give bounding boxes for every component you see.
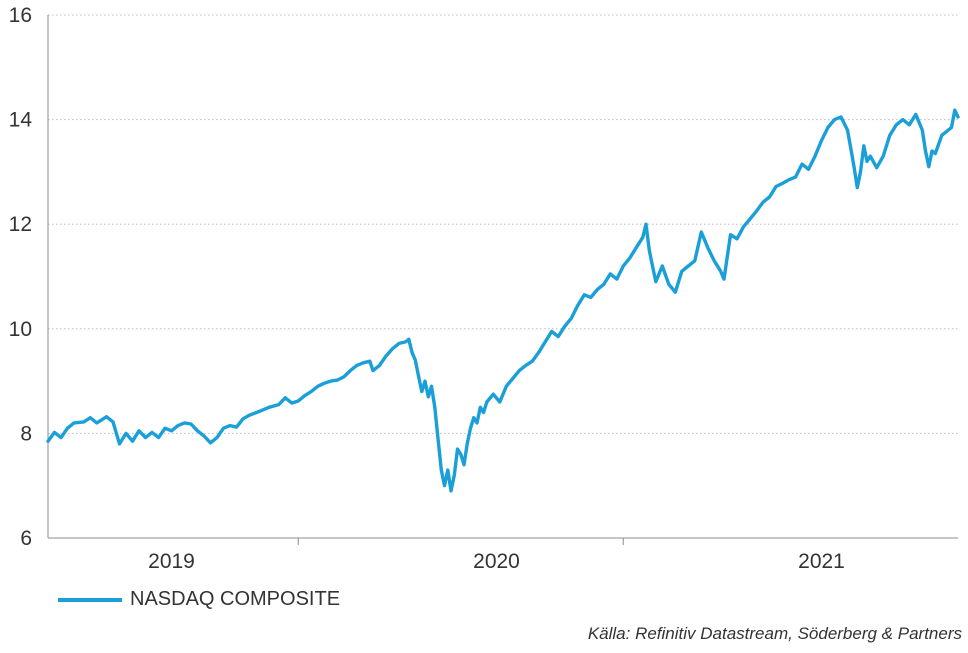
x-tick-label: 2019 [148,550,195,573]
series-line-nasdaq-composite [46,108,960,493]
x-tick-labels: 2019 2020 2021 [148,550,845,573]
legend-swatch [58,597,122,602]
series-group [46,108,960,493]
y-tick-labels: 6 8 10 12 14 16 [9,4,33,550]
legend-label: NASDAQ COMPOSITE [130,588,341,610]
x-tick-label: 2021 [798,550,845,573]
y-tick-label: 8 [20,422,32,445]
source-note: Källa: Refinitiv Datastream, Söderberg &… [587,624,962,643]
legend: NASDAQ COMPOSITE [58,588,340,611]
y-tick-label: 16 [9,4,32,27]
axes [47,15,958,545]
y-tick-label: 14 [9,109,33,132]
x-tick-label: 2020 [473,550,520,573]
y-tick-label: 12 [9,213,32,236]
gridlines [48,14,958,434]
y-tick-label: 10 [9,318,32,341]
y-tick-label: 6 [20,527,32,550]
